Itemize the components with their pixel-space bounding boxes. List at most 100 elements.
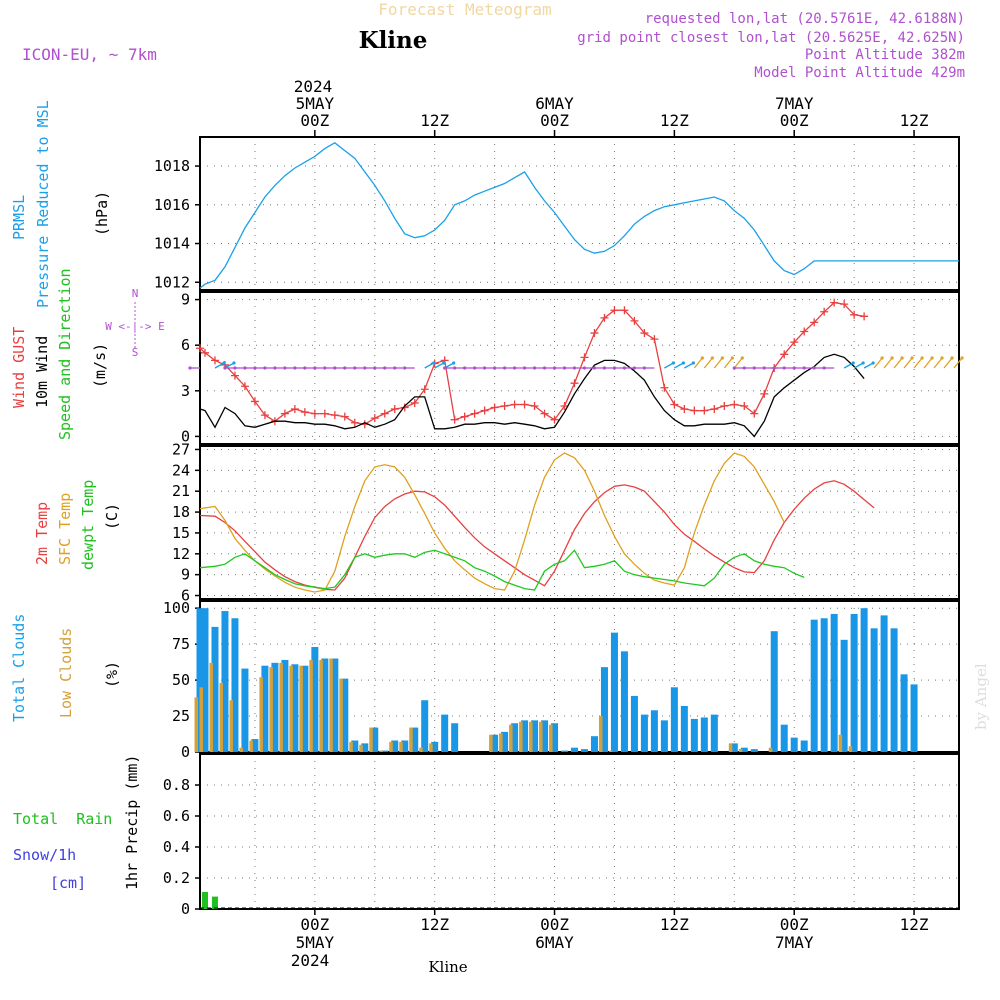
top-year: 2024	[294, 77, 333, 96]
model-altitude: Model Point Altitude 429m	[754, 65, 965, 81]
low-cloud-bar	[309, 659, 313, 752]
time-label-bottom: 00Z	[300, 915, 329, 934]
wind-arrow	[723, 357, 733, 369]
wind-arrow	[444, 362, 454, 369]
prmsl-long-label: Pressure Reduced to MSL	[34, 100, 52, 308]
wind-arrow-head	[812, 366, 816, 370]
total-cloud-bar	[361, 743, 369, 752]
wind-arrow	[703, 357, 713, 369]
total-cloud-bar	[371, 727, 379, 752]
wind-arrow-head	[671, 361, 675, 365]
wind-arrow-head	[443, 366, 447, 370]
low-cloud-bar	[499, 733, 503, 752]
gust-marker	[820, 307, 829, 316]
wind-arrow-head	[313, 366, 317, 370]
gust-marker	[630, 316, 639, 325]
low-cloud-bar	[209, 662, 213, 752]
gust-marker	[210, 356, 219, 365]
low-cloud-bar	[509, 724, 513, 752]
y-tick-label: 9	[181, 291, 190, 309]
y-tick-label: 50	[172, 671, 190, 689]
wind-arrow-head	[602, 366, 607, 370]
wind-arrow	[843, 362, 854, 369]
panel-frame-temperature	[199, 445, 960, 600]
y-tick-label: 3	[181, 382, 190, 400]
wind-arrow-head	[632, 366, 637, 370]
gust-marker	[790, 338, 799, 347]
total-cloud-bar	[910, 684, 918, 752]
wind-arrow	[863, 362, 874, 369]
gust-marker	[410, 398, 419, 407]
low-cloud-bar	[768, 747, 773, 752]
wind-arrow-head	[363, 366, 367, 370]
total-cloud-bar	[351, 740, 359, 752]
y-tick-label: 6	[181, 336, 190, 354]
time-label-bottom: 12Z	[900, 915, 929, 934]
low-cloud-bar	[369, 727, 373, 752]
total-cloud-bar	[890, 628, 898, 752]
wind-arrow	[693, 357, 703, 369]
total-cloud-bar	[311, 647, 319, 752]
low-cloud-bar	[529, 721, 533, 752]
total-cloud-bar	[770, 631, 778, 752]
wind-arrow-head	[612, 366, 617, 370]
gust-marker	[620, 306, 629, 315]
sfc-label: SFC Temp	[56, 493, 74, 565]
temp-unit: (C)	[103, 503, 121, 530]
prmsl-label: PRMSL	[10, 195, 28, 240]
wind-arrow	[713, 357, 723, 369]
t2m-label: 2m Temp	[33, 502, 51, 565]
total-cloud-bar	[401, 740, 409, 752]
wind-arrow-head	[622, 366, 627, 370]
wind-arrow	[933, 357, 943, 369]
wind-arrow-head	[782, 366, 786, 370]
gust-marker	[510, 400, 519, 409]
wind-arrow-head	[542, 366, 547, 370]
wind-arrow-head	[243, 366, 247, 370]
y-tick-label: 27	[172, 440, 190, 458]
time-label-top: 00Z	[780, 111, 809, 130]
rain-bar	[211, 896, 218, 909]
wind-arrow-head	[710, 356, 714, 360]
date-label-bottom: 5MAY	[296, 933, 335, 952]
wind-arrow-head	[802, 366, 806, 370]
gust-marker	[650, 335, 659, 344]
gust-marker	[196, 344, 204, 353]
wind-arrow-head	[792, 366, 796, 370]
total-cloud-bar	[820, 618, 828, 752]
gust-marker	[500, 402, 509, 410]
gust-marker	[490, 403, 499, 412]
wind-arrow-head	[642, 366, 647, 370]
gust-marker	[720, 402, 729, 410]
wind-arrow-head	[950, 356, 954, 360]
bottom-year: 2024	[291, 951, 330, 970]
wind-arrow-head	[562, 366, 567, 370]
wind-arrow	[953, 357, 963, 369]
gust-marker	[850, 310, 859, 319]
gust-marker	[610, 306, 619, 315]
wind-arrow-head	[592, 366, 597, 370]
wind-arrow-head	[283, 366, 287, 370]
low-cloud-bar	[419, 747, 423, 752]
compass-n: N	[132, 287, 139, 300]
gust-marker	[400, 403, 409, 412]
wind-arrow	[434, 362, 445, 369]
gust-marker	[690, 406, 699, 415]
wind-arrow	[873, 357, 883, 369]
wind-arrow-head	[403, 366, 407, 370]
y-tick-label: 6	[181, 587, 190, 605]
y-tick-label: 0	[181, 900, 190, 918]
wind-arrow	[883, 357, 893, 369]
wind-arrow-head	[681, 361, 685, 365]
low-cloud-bar	[389, 741, 393, 752]
total-cloud-bar	[411, 727, 419, 752]
wind-arrow-head	[233, 366, 237, 370]
gust-marker	[260, 411, 269, 420]
wind-arrow-head	[851, 361, 855, 365]
date-label-top: 6MAY	[535, 94, 574, 113]
low-cloud-bar	[728, 743, 733, 752]
total-cloud-bar	[391, 740, 399, 752]
low-cloud-bar	[219, 682, 223, 752]
gust-marker	[450, 415, 459, 424]
total-cloud-bar	[531, 720, 539, 752]
